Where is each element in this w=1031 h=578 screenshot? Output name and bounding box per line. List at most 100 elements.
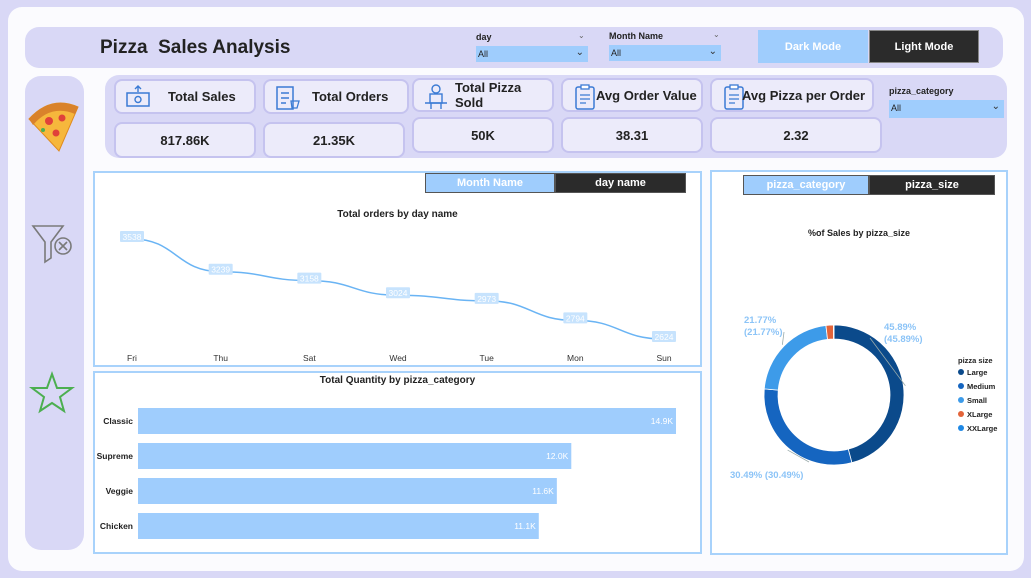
legend-item[interactable]: Large [958,368,987,377]
kpi-label: Total Sales [116,81,254,112]
chevron-down-icon[interactable]: ⌄ [578,31,585,40]
data-label: 2624 [655,332,674,342]
kpi-label: Avg Order Value [563,80,701,110]
kpi-value: 817.86K [116,124,254,156]
kpi-avg-order-value-label-card: Avg Order Value [561,78,703,112]
kpi-total-sales-label-card: Total Sales [114,79,256,114]
star-icon[interactable] [32,374,72,411]
month-slicer-dropdown[interactable]: All ⌄ [609,45,721,61]
slice-label: (21.77%) [744,327,783,338]
line-chart: 3538 Fri 3239 Thu 3158 Sat 3024 Wed 2973 Tue 2794 M… [95,173,700,365]
kpi-label: Total Pizza Sold [414,80,552,110]
pie-slice[interactable] [764,389,852,465]
pie-slice[interactable] [833,325,834,339]
pie-slice[interactable] [826,325,834,339]
dark-mode-button[interactable]: Dark Mode [758,30,868,63]
chevron-down-icon: ⌄ [576,47,584,58]
y-tick-label: Supreme [97,451,134,461]
legend-label: XXLarge [967,424,997,433]
kpi-total-sales-value-card: 817.86K [114,122,256,158]
x-tick-label: Tue [479,353,494,363]
data-point[interactable]: 3538 [120,231,144,242]
bar[interactable] [138,408,676,434]
legend-label: Small [967,396,987,405]
slice-label: (45.89%) [884,334,923,345]
pie-slice[interactable] [834,325,904,463]
data-point[interactable]: 3239 [209,264,233,275]
legend-marker [958,411,964,417]
legend-marker [958,369,964,375]
bar-value-label: 12.0K [546,451,569,461]
data-label: 2794 [566,313,585,323]
bar-value-label: 11.6K [532,486,554,496]
day-slicer-dropdown[interactable]: All ⌄ [476,46,588,62]
data-label: 3538 [123,232,142,242]
legend-title: pizza size [958,356,993,365]
chevron-down-icon: ⌄ [992,101,1000,112]
day-slicer-value: All [478,49,488,59]
data-point[interactable]: 3024 [386,287,410,298]
data-label: 2973 [477,294,496,304]
day-slicer-label: day [476,32,492,42]
bar[interactable] [138,443,571,469]
sidebar [25,76,84,550]
y-tick-label: Classic [103,416,133,426]
slice-label: 30.49% (30.49%) [730,470,803,481]
bar[interactable] [138,513,539,539]
legend-marker [958,425,964,431]
bar[interactable] [138,478,557,504]
legend-label: XLarge [967,410,992,419]
kpi-label: Total Orders [265,81,407,112]
donut-chart: 45.89%(45.89%) 30.49% (30.49%) 21.77%(21.7… [712,172,1006,553]
line-chart-panel: Month Name day name Total orders by day … [93,171,702,367]
kpi-value: 2.32 [712,119,880,151]
legend-label: Large [967,368,987,377]
pizza-icon[interactable] [29,103,78,151]
data-label: 3024 [389,288,408,298]
data-point[interactable]: 2973 [475,293,499,304]
x-tick-label: Mon [567,353,584,363]
pizza-category-dropdown[interactable]: All ⌄ [889,100,1004,118]
kpi-avg-pizza-per-order-value-card: 2.32 [710,117,882,153]
clear-filter-icon[interactable] [33,226,71,262]
chevron-down-icon[interactable]: ⌄ [713,30,720,39]
data-label: 3158 [300,274,319,284]
bar-value-label: 14.9K [651,416,674,426]
leader-line [782,332,784,345]
kpi-value: 21.35K [265,124,403,156]
bar-chart-panel: Total Quantity by pizza_category 14.9K Cl… [93,371,702,554]
kpi-total-orders-value-card: 21.35K [263,122,405,158]
month-slicer-value: All [611,48,621,58]
kpi-total-pizza-sold-label-card: Total Pizza Sold [412,78,554,112]
legend-item[interactable]: Medium [958,382,996,391]
pizza-category-slicer-label: pizza_category [889,86,954,96]
legend-item[interactable]: XXLarge [958,424,997,433]
x-tick-label: Wed [389,353,407,363]
month-slicer-label: Month Name [609,31,663,41]
pizza-category-value: All [891,103,901,113]
y-tick-label: Chicken [100,521,133,531]
chevron-down-icon: ⌄ [709,46,717,57]
kpi-value: 50K [414,119,552,151]
legend-item[interactable]: Small [958,396,987,405]
data-point[interactable]: 2624 [652,331,676,342]
x-tick-label: Sun [656,353,671,363]
kpi-total-orders-label-card: Total Orders [263,79,409,114]
header-bar: Pizza Sales Analysis day ⌄ All ⌄ Month N… [25,27,1003,68]
data-point[interactable]: 2794 [563,312,587,323]
bar-chart: 14.9K Classic 12.0K Supreme 11.6K Veggie 11.1K… [95,373,700,552]
x-tick-label: Sat [303,353,316,363]
legend-item[interactable]: XLarge [958,410,992,419]
page-title: Pizza Sales Analysis [100,37,290,59]
light-mode-button[interactable]: Light Mode [869,30,979,63]
slice-label: 21.77% [744,315,777,326]
x-tick-label: Thu [213,353,228,363]
kpi-value: 38.31 [563,119,701,151]
slice-label: 45.89% [884,322,917,333]
x-tick-label: Fri [127,353,137,363]
legend-label: Medium [967,382,996,391]
bar-value-label: 11.1K [514,521,536,531]
kpi-label: Avg Pizza per Order [712,80,872,110]
data-point[interactable]: 3158 [297,273,321,284]
kpi-avg-pizza-per-order-label-card: Avg Pizza per Order [710,78,874,112]
